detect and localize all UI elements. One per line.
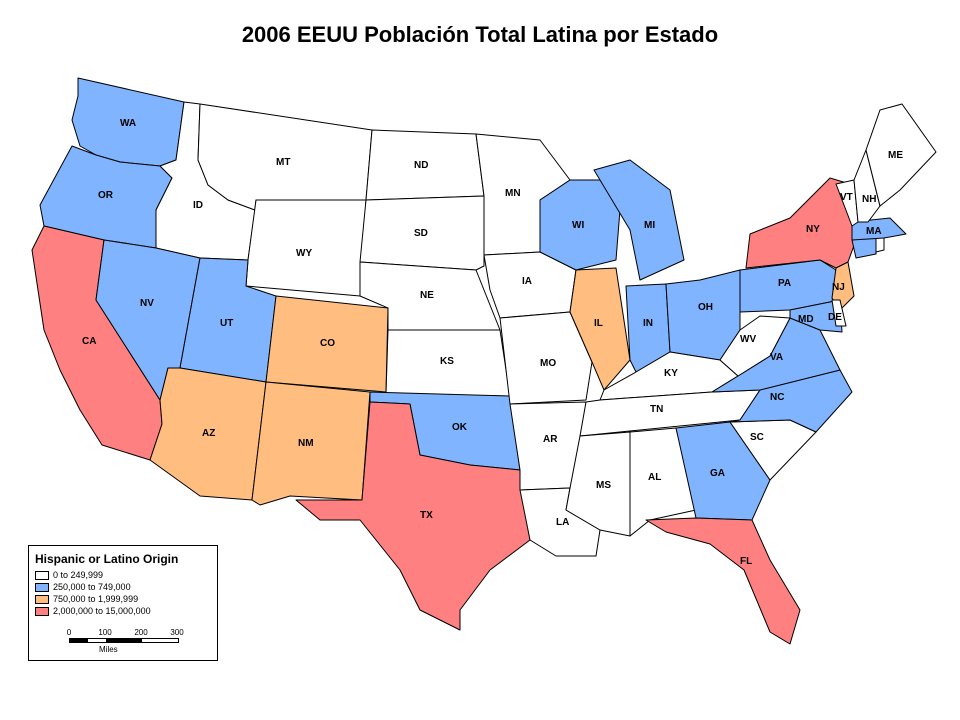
legend-item-0: 0 to 249,999 [35, 569, 217, 581]
label-NV: NV [140, 298, 154, 309]
scale-tick-3: 300 [170, 628, 184, 637]
legend-label-1: 250,000 to 749,000 [53, 582, 131, 592]
legend-label-3: 2,000,000 to 15,000,000 [53, 606, 151, 616]
label-GA: GA [710, 468, 725, 479]
label-SC: SC [750, 432, 764, 443]
legend-item-1: 250,000 to 749,000 [35, 581, 217, 593]
label-VA: VA [770, 352, 783, 363]
state-MO[interactable] [499, 311, 593, 405]
label-ME: ME [888, 150, 903, 161]
label-NJ: NJ [832, 282, 845, 293]
label-KS: KS [440, 356, 454, 367]
legend-swatch-1 [35, 582, 49, 592]
label-FL: FL [740, 556, 752, 567]
label-NH: NH [862, 194, 876, 205]
label-MI: MI [644, 220, 655, 231]
label-IL: IL [594, 318, 603, 329]
label-WV: WV [740, 334, 756, 345]
label-MD: MD [798, 314, 814, 325]
scale-tick-1: 100 [98, 628, 112, 637]
scale-tick-2: 200 [134, 628, 148, 637]
label-UT: UT [220, 318, 233, 329]
state-TX[interactable] [295, 401, 531, 631]
label-MA: MA [866, 226, 882, 237]
label-OR: OR [98, 190, 114, 201]
label-TX: TX [420, 510, 433, 521]
label-CO: CO [320, 338, 335, 349]
state-FL[interactable] [645, 517, 801, 645]
label-SD: SD [414, 228, 428, 239]
state-MD[interactable] [789, 299, 843, 333]
legend-swatch-2 [35, 594, 49, 604]
legend-title: Hispanic or Latino Origin [35, 552, 179, 566]
label-ID: ID [193, 200, 203, 211]
map-title: 2006 EEUU Población Total Latina por Est… [241, 22, 719, 47]
label-AZ: AZ [202, 428, 215, 439]
scale-ticks: 0 100 200 300 [66, 628, 189, 638]
legend-item-3: 2,000,000 to 15,000,000 [35, 605, 217, 617]
label-TN: TN [650, 404, 663, 415]
label-AR: AR [543, 434, 558, 445]
label-IA: IA [522, 276, 532, 287]
label-IN: IN [643, 318, 653, 329]
label-WI: WI [572, 220, 584, 231]
label-CA: CA [82, 336, 96, 347]
state-MA[interactable] [851, 217, 907, 241]
state-NJ[interactable] [831, 261, 855, 311]
legend: Hispanic or Latino Origin 0 to 249,999 2… [28, 545, 218, 661]
state-AL[interactable] [629, 427, 697, 537]
legend-label-0: 0 to 249,999 [53, 570, 104, 580]
label-AL: AL [648, 472, 661, 483]
label-MS: MS [596, 480, 611, 491]
label-NE: NE [420, 290, 434, 301]
label-MN: MN [505, 188, 521, 199]
state-SD[interactable] [359, 195, 485, 271]
legend-item-2: 750,000 to 1,999,999 [35, 593, 217, 605]
label-NM: NM [298, 438, 314, 449]
scale-bar: 0 100 200 300 Miles [66, 628, 189, 658]
scale-unit: Miles [99, 645, 118, 654]
state-NH[interactable] [853, 149, 881, 223]
label-OH: OH [698, 302, 713, 313]
label-WA: WA [120, 118, 136, 129]
label-ND: ND [414, 160, 428, 171]
label-LA: LA [556, 517, 569, 528]
state-WI[interactable] [539, 179, 621, 271]
label-DE: DE [828, 312, 842, 323]
state-WY[interactable] [245, 199, 367, 297]
label-NY: NY [806, 224, 820, 235]
label-OK: OK [452, 422, 468, 433]
label-PA: PA [778, 278, 791, 289]
label-VT: VT [840, 192, 853, 203]
legend-swatch-3 [35, 606, 49, 616]
label-WY: WY [296, 248, 312, 259]
state-DE[interactable] [831, 299, 847, 327]
label-NC: NC [770, 392, 784, 403]
state-MI[interactable] [593, 159, 685, 281]
scale-graphic [69, 638, 179, 643]
legend-label-2: 750,000 to 1,999,999 [53, 594, 139, 604]
label-MT: MT [276, 157, 290, 168]
scale-tick-0: 0 [66, 628, 72, 637]
state-ME[interactable] [865, 103, 937, 207]
label-KY: KY [664, 368, 678, 379]
label-MO: MO [540, 358, 556, 369]
state-NY[interactable] [745, 177, 857, 269]
legend-swatch-0 [35, 570, 49, 580]
